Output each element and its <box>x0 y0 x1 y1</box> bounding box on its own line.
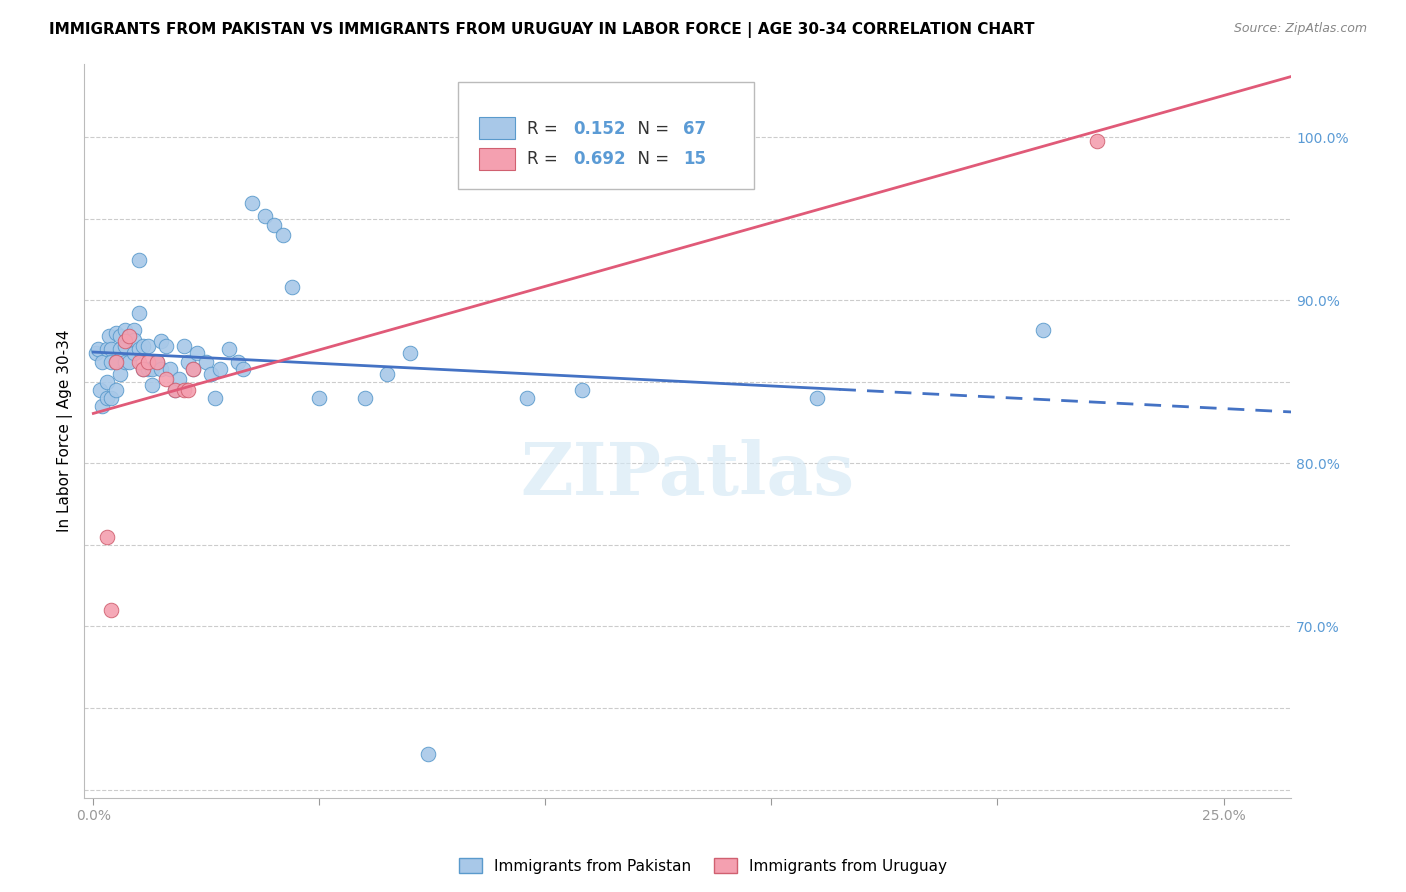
Point <box>226 355 249 369</box>
Point <box>122 345 145 359</box>
Point <box>155 372 177 386</box>
Point <box>181 362 204 376</box>
Point <box>281 280 304 294</box>
Point <box>132 362 155 376</box>
Point <box>163 383 186 397</box>
Point <box>96 391 118 405</box>
Point <box>96 343 118 357</box>
FancyBboxPatch shape <box>479 148 515 169</box>
Point <box>100 343 122 357</box>
Legend: Immigrants from Pakistan, Immigrants from Uruguay: Immigrants from Pakistan, Immigrants fro… <box>453 852 953 880</box>
Point <box>128 355 150 369</box>
Point <box>136 355 159 369</box>
Point <box>91 355 114 369</box>
Point <box>263 219 285 233</box>
Point <box>132 362 155 376</box>
Point <box>177 383 200 397</box>
Text: 0.152: 0.152 <box>574 120 626 137</box>
Point <box>89 383 111 397</box>
Point <box>308 391 330 405</box>
FancyBboxPatch shape <box>458 82 754 189</box>
Point <box>375 367 398 381</box>
Point <box>104 355 127 369</box>
Point <box>195 355 218 369</box>
Point <box>98 329 121 343</box>
Point <box>204 391 226 405</box>
Point <box>104 355 127 369</box>
Point <box>181 362 204 376</box>
Point <box>163 383 186 397</box>
Point <box>353 391 375 405</box>
Text: Source: ZipAtlas.com: Source: ZipAtlas.com <box>1233 22 1367 36</box>
Point <box>118 329 141 343</box>
Point <box>159 362 181 376</box>
Point <box>87 343 110 357</box>
Point <box>254 209 277 223</box>
Text: R =: R = <box>527 151 564 169</box>
Point <box>141 378 163 392</box>
Point <box>132 339 155 353</box>
Point <box>100 355 122 369</box>
Point <box>118 355 141 369</box>
Point <box>128 306 150 320</box>
Point <box>240 195 263 210</box>
Point <box>128 252 150 267</box>
Point <box>173 383 195 397</box>
Point <box>100 603 122 617</box>
Text: R =: R = <box>527 120 564 137</box>
FancyBboxPatch shape <box>479 117 515 139</box>
Point <box>271 228 294 243</box>
Point <box>114 334 136 349</box>
Point <box>96 375 118 389</box>
Point <box>150 334 173 349</box>
Point <box>96 530 118 544</box>
Point <box>104 383 127 397</box>
Point <box>150 362 173 376</box>
Point <box>110 343 132 357</box>
Point <box>145 355 167 369</box>
Point <box>128 343 150 357</box>
Point <box>177 355 200 369</box>
Point <box>122 323 145 337</box>
Point <box>114 323 136 337</box>
Point <box>806 391 828 405</box>
Text: ZIPatlas: ZIPatlas <box>520 440 855 510</box>
Point <box>110 367 132 381</box>
Point <box>416 747 439 761</box>
Point <box>516 391 538 405</box>
Point <box>136 339 159 353</box>
Text: N =: N = <box>627 151 675 169</box>
Text: 0.692: 0.692 <box>574 151 626 169</box>
Point <box>167 372 190 386</box>
Point <box>122 333 145 347</box>
Point <box>186 345 208 359</box>
Point <box>218 343 240 357</box>
Text: N =: N = <box>627 120 675 137</box>
Point <box>155 339 177 353</box>
Point <box>398 345 420 359</box>
Point <box>173 339 195 353</box>
Y-axis label: In Labor Force | Age 30-34: In Labor Force | Age 30-34 <box>58 330 73 533</box>
Point <box>84 345 107 359</box>
Point <box>1085 134 1108 148</box>
Point <box>114 355 136 369</box>
Text: 15: 15 <box>683 151 706 169</box>
Point <box>91 400 114 414</box>
Point <box>141 362 163 376</box>
Point <box>208 362 231 376</box>
Point <box>118 329 141 343</box>
Point <box>136 362 159 376</box>
Text: IMMIGRANTS FROM PAKISTAN VS IMMIGRANTS FROM URUGUAY IN LABOR FORCE | AGE 30-34 C: IMMIGRANTS FROM PAKISTAN VS IMMIGRANTS F… <box>49 22 1035 38</box>
Point <box>231 362 253 376</box>
Point <box>104 326 127 340</box>
Point <box>145 355 167 369</box>
Point <box>100 391 122 405</box>
Point <box>200 367 222 381</box>
Point <box>571 383 593 397</box>
Point <box>114 339 136 353</box>
Point <box>110 329 132 343</box>
Point <box>1032 323 1054 337</box>
Text: 67: 67 <box>683 120 706 137</box>
